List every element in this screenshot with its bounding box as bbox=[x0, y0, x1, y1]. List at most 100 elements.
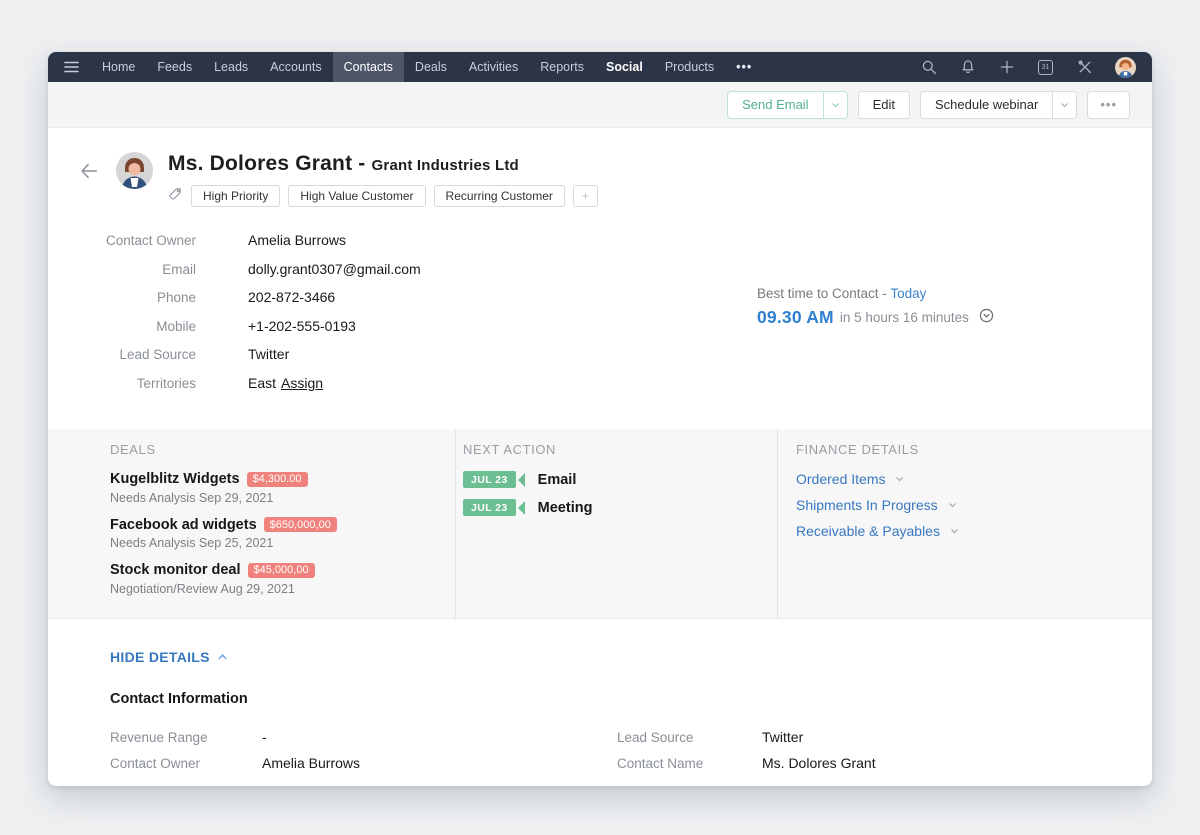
chevron-down-icon bbox=[948, 502, 957, 508]
plus-icon[interactable] bbox=[998, 59, 1015, 76]
deals-panel: DEALS Kugelblitz Widgets $4,300.00 Needs… bbox=[48, 429, 455, 618]
next-action-panel: NEXT ACTION JUL 23 Email JUL 23 Meeting bbox=[455, 429, 777, 618]
edit-button[interactable]: Edit bbox=[858, 91, 910, 119]
next-action-item: JUL 23 Meeting bbox=[463, 499, 777, 516]
nav-item-contacts[interactable]: Contacts bbox=[333, 52, 404, 82]
nav-item-accounts[interactable]: Accounts bbox=[259, 52, 332, 82]
contact-header: Ms. Dolores Grant - Grant Industries Ltd… bbox=[48, 128, 1152, 207]
schedule-webinar-dropdown[interactable] bbox=[1052, 92, 1076, 118]
nav-item-home[interactable]: Home bbox=[91, 52, 146, 82]
field-value: +1-202-555-0193 bbox=[248, 318, 356, 334]
deal-name[interactable]: Stock monitor deal bbox=[110, 562, 241, 578]
tag-chip-high-value-customer[interactable]: High Value Customer bbox=[288, 185, 425, 207]
field-value: East Assign bbox=[248, 375, 323, 391]
action-bar: Send Email Edit Schedule webinar ••• bbox=[48, 82, 1152, 128]
detail-value: - bbox=[262, 729, 617, 745]
nav-item-reports[interactable]: Reports bbox=[529, 52, 595, 82]
deal-name[interactable]: Kugelblitz Widgets bbox=[110, 471, 240, 487]
bell-icon[interactable] bbox=[959, 59, 976, 76]
detail-label: Lead Source bbox=[617, 730, 762, 745]
nav-right-icons: 31 bbox=[920, 52, 1152, 82]
detail-label: Contact Owner bbox=[110, 756, 262, 771]
detail-value: Amelia Burrows bbox=[262, 755, 617, 771]
deals-title: DEALS bbox=[110, 442, 455, 457]
hide-details-toggle[interactable]: HIDE DETAILS bbox=[110, 649, 1152, 665]
detail-label: Contact Name bbox=[617, 756, 762, 771]
detail-value: Ms. Dolores Grant bbox=[762, 755, 1152, 771]
date-ribbon: JUL 23 bbox=[463, 499, 516, 516]
finance-link-shipments[interactable]: Shipments In Progress bbox=[796, 497, 1152, 513]
expand-circle-icon[interactable] bbox=[979, 308, 994, 328]
calendar-day-number: 31 bbox=[1042, 64, 1050, 71]
tag-chip-high-priority[interactable]: High Priority bbox=[191, 185, 280, 207]
field-contact-owner: Contact Owner Amelia Burrows bbox=[48, 232, 1152, 261]
field-value: Amelia Burrows bbox=[248, 232, 346, 248]
tag-chip-recurring-customer[interactable]: Recurring Customer bbox=[434, 185, 565, 207]
contact-company: Grant Industries Ltd bbox=[372, 157, 519, 174]
chevron-up-icon bbox=[217, 653, 228, 661]
field-label: Mobile bbox=[48, 319, 196, 334]
field-email: Email dolly.grant0307@gmail.com bbox=[48, 261, 1152, 290]
best-time-widget: Best time to Contact - Today 09.30 AM in… bbox=[757, 286, 994, 328]
field-label: Contact Owner bbox=[48, 233, 196, 248]
best-time-day: Today bbox=[890, 286, 926, 301]
contact-title-block: Ms. Dolores Grant - Grant Industries Ltd… bbox=[168, 152, 598, 207]
date-ribbon: JUL 23 bbox=[463, 471, 516, 488]
more-actions-label: ••• bbox=[1088, 97, 1129, 112]
nav-item-activities[interactable]: Activities bbox=[458, 52, 529, 82]
schedule-webinar-button[interactable]: Schedule webinar bbox=[920, 91, 1077, 119]
field-value: dolly.grant0307@gmail.com bbox=[248, 261, 421, 277]
assign-territory-link[interactable]: Assign bbox=[281, 375, 323, 391]
calendar-icon[interactable]: 31 bbox=[1037, 59, 1054, 76]
next-action-label[interactable]: Email bbox=[538, 472, 577, 488]
next-action-label[interactable]: Meeting bbox=[538, 500, 593, 516]
nav-item-social[interactable]: Social bbox=[595, 52, 654, 82]
tools-icon[interactable] bbox=[1076, 59, 1093, 76]
deal-name[interactable]: Facebook ad widgets bbox=[110, 517, 257, 533]
deal-item: Kugelblitz Widgets $4,300.00 Needs Analy… bbox=[110, 471, 455, 505]
nav-item-products[interactable]: Products bbox=[654, 52, 725, 82]
field-value: Twitter bbox=[248, 346, 289, 362]
finance-link-receivables[interactable]: Receivable & Payables bbox=[796, 523, 1152, 539]
best-time-detail: 09.30 AM in 5 hours 16 minutes bbox=[757, 307, 994, 328]
nav-item-feeds[interactable]: Feeds bbox=[146, 52, 203, 82]
ribbon-tail bbox=[518, 473, 525, 487]
add-tag-button[interactable]: + bbox=[573, 185, 598, 207]
detail-label: Revenue Range bbox=[110, 730, 262, 745]
nav-item-leads[interactable]: Leads bbox=[203, 52, 259, 82]
back-arrow-icon[interactable] bbox=[78, 160, 102, 184]
summary-band: DEALS Kugelblitz Widgets $4,300.00 Needs… bbox=[48, 429, 1152, 619]
best-time-value: 09.30 AM bbox=[757, 307, 834, 328]
next-action-item: JUL 23 Email bbox=[463, 471, 777, 488]
nav-more-button[interactable]: ••• bbox=[725, 52, 763, 82]
field-label: Territories bbox=[48, 376, 196, 391]
chevron-down-icon bbox=[950, 528, 959, 534]
deal-item: Stock monitor deal $45,000,00 Negotiatio… bbox=[110, 562, 455, 596]
page-title: Ms. Dolores Grant - Grant Industries Ltd bbox=[168, 152, 598, 176]
territory-value: East bbox=[248, 375, 276, 391]
more-actions-button[interactable]: ••• bbox=[1087, 91, 1130, 119]
detail-value: Twitter bbox=[762, 729, 1152, 745]
deal-amount-badge: $45,000,00 bbox=[248, 563, 315, 578]
nav-item-deals[interactable]: Deals bbox=[404, 52, 458, 82]
hamburger-icon[interactable] bbox=[48, 52, 91, 82]
send-email-dropdown[interactable] bbox=[823, 92, 847, 118]
field-label: Lead Source bbox=[48, 347, 196, 362]
finance-title: FINANCE DETAILS bbox=[796, 442, 1152, 457]
contact-information-heading: Contact Information bbox=[110, 691, 1152, 707]
finance-link-label: Shipments In Progress bbox=[796, 497, 938, 513]
user-avatar[interactable] bbox=[1115, 57, 1136, 78]
search-icon[interactable] bbox=[920, 59, 937, 76]
field-label: Phone bbox=[48, 290, 196, 305]
send-email-label: Send Email bbox=[728, 97, 822, 112]
schedule-webinar-label: Schedule webinar bbox=[921, 97, 1052, 112]
top-nav: Home Feeds Leads Accounts Contacts Deals… bbox=[48, 52, 1152, 82]
field-value: 202-872-3466 bbox=[248, 289, 335, 305]
deal-stage: Needs Analysis Sep 29, 2021 bbox=[110, 491, 455, 505]
deal-stage: Needs Analysis Sep 25, 2021 bbox=[110, 536, 455, 550]
deal-item: Facebook ad widgets $650,000,00 Needs An… bbox=[110, 517, 455, 551]
finance-link-ordered-items[interactable]: Ordered Items bbox=[796, 471, 1152, 487]
send-email-button[interactable]: Send Email bbox=[727, 91, 847, 119]
contact-name: Ms. Dolores Grant - bbox=[168, 152, 366, 175]
ribbon-tail bbox=[518, 501, 525, 515]
